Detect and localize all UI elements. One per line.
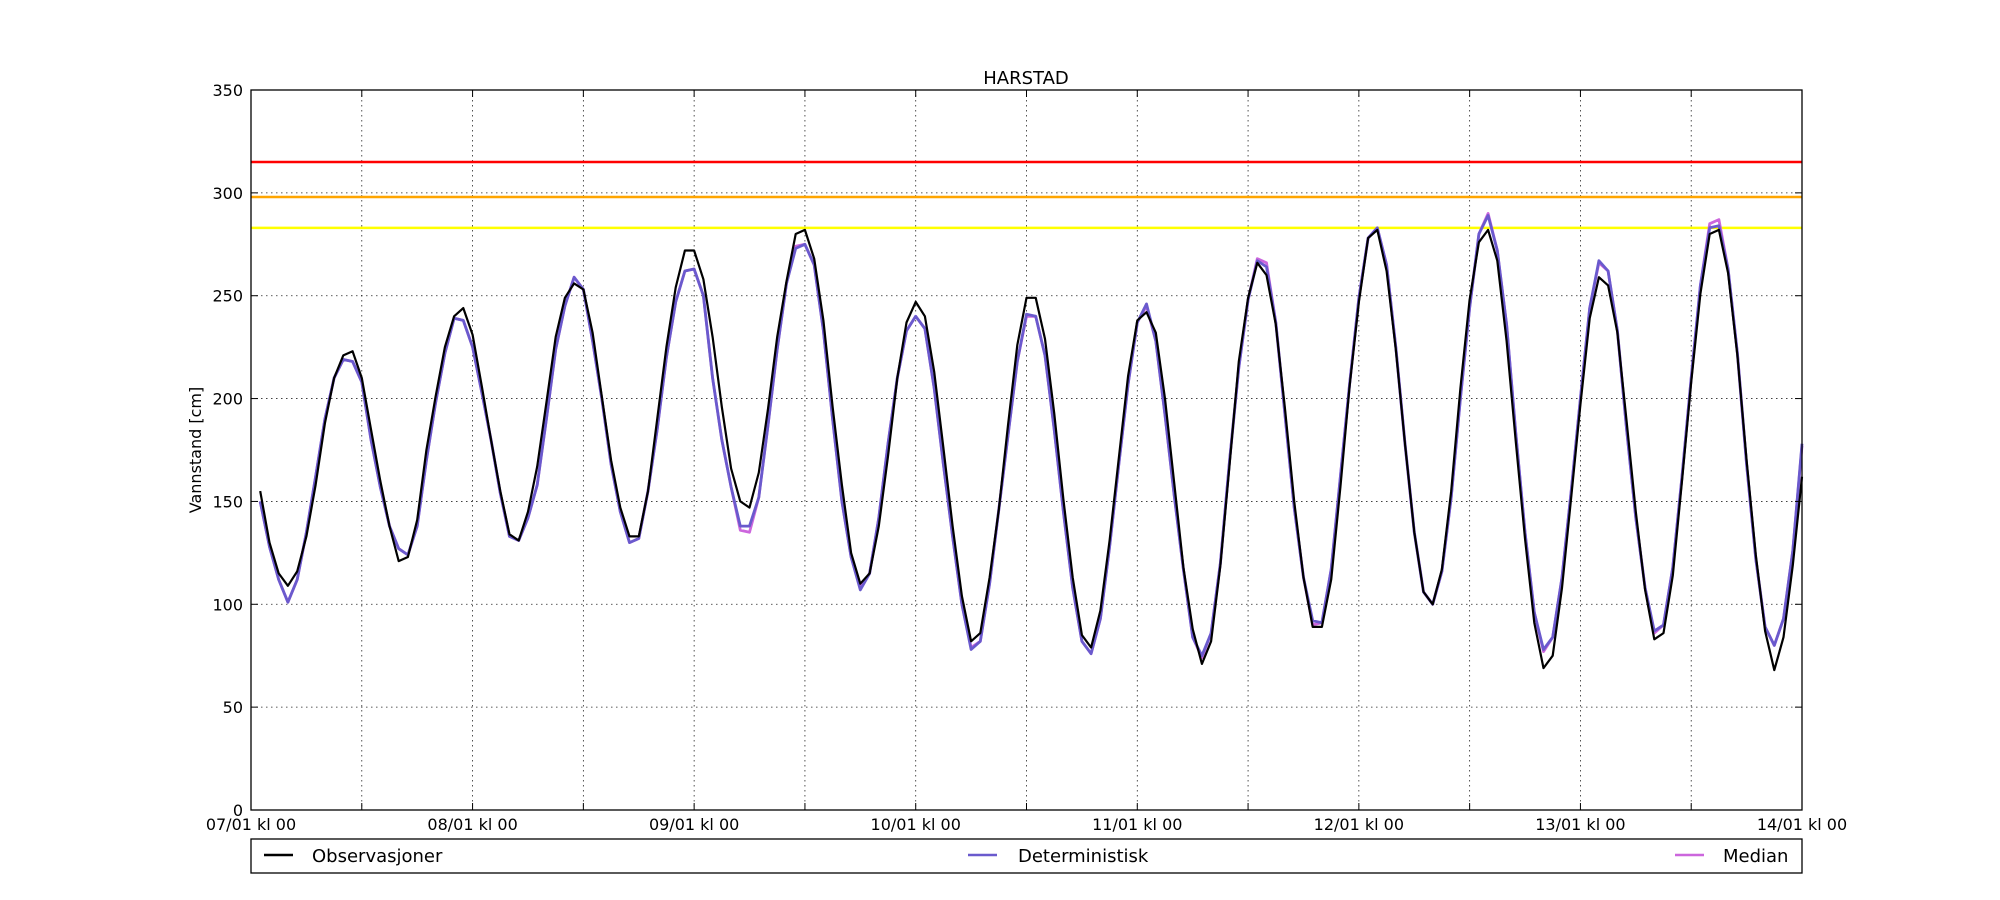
y-axis-label: Vannstand [cm] [186, 387, 205, 513]
x-tick-label: 12/01 kl 00 [1314, 815, 1404, 834]
y-tick-label: 300 [212, 184, 243, 203]
y-tick-label: 150 [212, 492, 243, 511]
y-tick-label: 200 [212, 390, 243, 409]
x-tick-label: 10/01 kl 00 [871, 815, 961, 834]
y-tick-label: 350 [212, 81, 243, 100]
y-tick-label: 250 [212, 287, 243, 306]
grid-lines [251, 90, 1802, 810]
series-lines [258, 212, 1804, 672]
axis-ticks: 0 50 100 150 200 250 300 350 07/01 kl 00 08/01 kl… [206, 81, 1847, 834]
x-tick-label: 14/01 kl 00 [1757, 815, 1847, 834]
x-tick-label: 13/01 kl 00 [1535, 815, 1625, 834]
x-tick-label: 09/01 kl 00 [649, 815, 739, 834]
legend-label-deterministisk: Deterministisk [1018, 846, 1149, 867]
chart-title: HARSTAD [983, 68, 1069, 89]
x-tick-label: 08/01 kl 00 [427, 815, 517, 834]
y-tick-label: 0 [233, 801, 243, 820]
series-line-observasjoner [259, 228, 1804, 672]
x-tick-label: 07/01 kl 00 [206, 815, 296, 834]
legend-label-observasjoner: Observasjoner [312, 846, 443, 867]
legend: Observasjoner Deterministisk Median [250, 838, 1803, 874]
series-line-deterministisk [258, 214, 1804, 658]
y-tick-label: 50 [223, 698, 243, 717]
x-tick-label: 11/01 kl 00 [1092, 815, 1182, 834]
legend-box [250, 838, 1803, 874]
threshold-lines [251, 160, 1802, 230]
legend-label-median: Median [1723, 846, 1788, 867]
y-tick-label: 100 [212, 595, 243, 614]
